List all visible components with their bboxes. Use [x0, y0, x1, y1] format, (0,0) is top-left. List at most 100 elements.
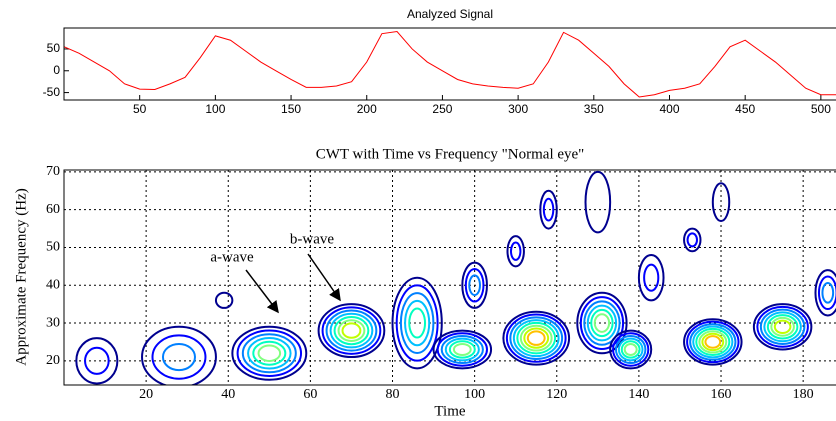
y-tick-label: -50: [43, 85, 61, 99]
contour-ring: [701, 332, 725, 352]
x-tick-label: 160: [711, 387, 732, 402]
contour-ring: [231, 325, 308, 381]
contour-ring: [519, 324, 553, 352]
annotation: a-wave: [210, 249, 254, 265]
contour-ring: [620, 340, 641, 359]
contour-ring: [408, 307, 427, 339]
x-tick-label: 140: [628, 387, 649, 402]
contour-ring: [84, 346, 110, 375]
y-axis-label: Approximate Frequency (Hz): [13, 188, 29, 365]
x-tick-label: 40: [221, 387, 235, 402]
x-tick-label: 50: [133, 102, 147, 116]
contour-ring: [321, 306, 382, 355]
contour-ring: [161, 342, 196, 372]
annotations: a-wave b-wave: [210, 231, 341, 314]
contour-ring: [247, 337, 292, 370]
contour-ring: [683, 227, 702, 253]
contour-ring: [686, 232, 698, 248]
contour-ring: [506, 235, 525, 268]
contour-ring: [333, 315, 370, 346]
contour-ring: [399, 292, 435, 354]
x-tick-label: 180: [793, 387, 814, 402]
contour-ring: [214, 291, 234, 309]
annotation-arrow: [245, 269, 279, 314]
contour-ring: [151, 334, 207, 380]
contour-ring: [75, 337, 119, 385]
contours: [75, 170, 836, 385]
contour-ring: [752, 303, 813, 351]
x-tick-label: 20: [139, 387, 153, 402]
x-tick-label: 60: [303, 387, 317, 402]
contour-ring: [814, 269, 836, 317]
contour-ring: [391, 276, 443, 370]
x-tick-label: 200: [357, 102, 377, 116]
contour-ring: [614, 334, 647, 365]
contour-ring: [695, 327, 731, 356]
y-tick-label: 20: [46, 353, 60, 368]
contour-ring: [590, 308, 614, 338]
contour-ring: [711, 182, 731, 223]
contour-ring: [461, 261, 488, 309]
contour-ring: [643, 263, 660, 292]
contour-ring: [141, 325, 217, 385]
contour-ring: [637, 254, 665, 302]
contour-ring: [593, 313, 611, 333]
contour-ring: [329, 312, 374, 349]
y-tick-label: 30: [46, 315, 60, 330]
annotation-arrow: [307, 253, 341, 302]
contour-ring: [516, 321, 557, 355]
contour-ring: [257, 344, 282, 362]
contour-ring: [526, 330, 546, 346]
contour-ring: [692, 325, 734, 359]
axes-frame: [63, 27, 836, 101]
contour-ring: [689, 323, 737, 361]
x-tick-label: 300: [508, 102, 528, 116]
contour-ring: [436, 332, 488, 367]
contour-ring: [623, 342, 638, 356]
data-line: [64, 30, 836, 98]
contour-ring: [770, 316, 795, 337]
contour-ring: [325, 309, 378, 352]
contour-ring: [704, 335, 722, 349]
contour-ring: [686, 320, 740, 364]
y-tick-label: 40: [46, 277, 60, 292]
contour-ring: [586, 304, 618, 342]
contour-ring: [773, 319, 792, 334]
x-tick-label: 100: [464, 387, 485, 402]
plot-1: 50 100 150 200 250 300 350 400 450 500 -50 0 50: [43, 27, 836, 116]
contour-ring: [617, 337, 644, 362]
contour-ring: [509, 241, 522, 261]
contour-ring: [341, 322, 362, 339]
x-tick-label: 350: [584, 102, 604, 116]
contour-ring: [756, 305, 809, 348]
contour-ring: [763, 311, 802, 343]
contour-ring: [766, 314, 799, 340]
contour-ring: [241, 333, 297, 374]
contour-ring: [448, 340, 476, 359]
contour-ring: [452, 342, 472, 356]
contour-ring: [502, 310, 571, 366]
contour-ring: [317, 303, 386, 359]
contour-ring: [252, 340, 287, 366]
y-tick-label: 60: [46, 202, 60, 217]
contour-ring: [698, 330, 728, 354]
plot-2: 20 40 60 80 100 120 140 160 180 20 30 40 50 60 70: [46, 164, 836, 402]
contour-ring: [509, 316, 564, 360]
contour-ring: [505, 313, 567, 363]
chart-title: Analyzed Signal: [407, 7, 493, 21]
x-tick-label: 150: [281, 102, 301, 116]
y-tick-label: 70: [46, 164, 60, 179]
contour-ring: [683, 318, 743, 366]
x-tick-label: 450: [735, 102, 755, 116]
y-tick-label: 0: [53, 63, 60, 77]
contour-ring: [583, 300, 621, 346]
contour-ring: [817, 275, 836, 311]
contour-ring: [440, 334, 484, 365]
contour-ring: [539, 189, 558, 230]
contour-ring: [612, 332, 650, 367]
chart-title: CWT with Time vs Frequency "Normal eye": [316, 146, 585, 162]
annotation: b-wave: [290, 231, 334, 247]
contour-ring: [395, 284, 439, 362]
contour-ring: [464, 267, 485, 303]
